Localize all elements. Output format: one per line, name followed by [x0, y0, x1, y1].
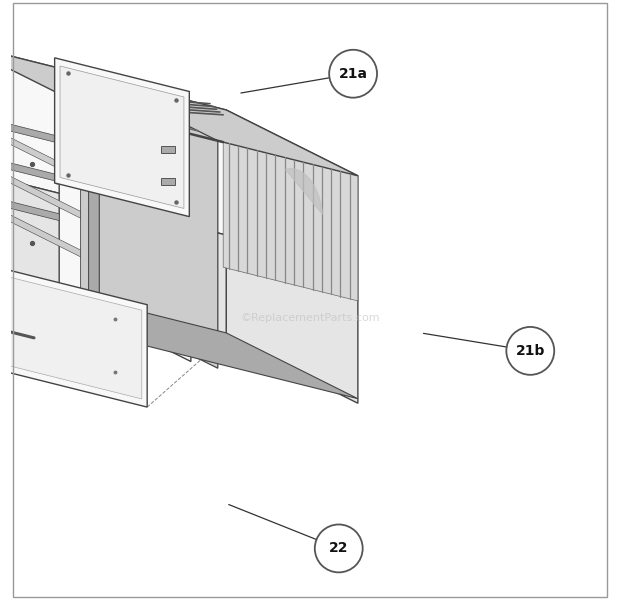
- Polygon shape: [0, 149, 89, 222]
- Polygon shape: [0, 266, 358, 399]
- Polygon shape: [0, 43, 226, 235]
- Polygon shape: [55, 58, 189, 217]
- Polygon shape: [0, 111, 59, 143]
- Polygon shape: [60, 66, 184, 208]
- Text: ©ReplacementParts.com: ©ReplacementParts.com: [240, 313, 380, 323]
- Polygon shape: [223, 142, 358, 301]
- Polygon shape: [0, 188, 89, 261]
- Polygon shape: [0, 149, 59, 182]
- Polygon shape: [0, 43, 358, 176]
- Polygon shape: [0, 168, 226, 337]
- Polygon shape: [81, 104, 89, 336]
- Circle shape: [329, 50, 377, 98]
- Polygon shape: [0, 245, 142, 399]
- Text: 21a: 21a: [339, 67, 368, 81]
- FancyBboxPatch shape: [161, 178, 175, 185]
- Polygon shape: [86, 75, 218, 368]
- Text: 21b: 21b: [516, 344, 545, 358]
- Polygon shape: [89, 109, 99, 338]
- Polygon shape: [0, 238, 147, 407]
- Polygon shape: [0, 43, 89, 336]
- Polygon shape: [59, 68, 191, 362]
- Polygon shape: [226, 110, 358, 403]
- Text: 22: 22: [329, 541, 348, 556]
- Circle shape: [315, 524, 363, 572]
- Circle shape: [507, 327, 554, 375]
- Polygon shape: [0, 188, 59, 221]
- Polygon shape: [285, 169, 322, 214]
- FancyBboxPatch shape: [161, 146, 175, 154]
- Polygon shape: [0, 111, 89, 184]
